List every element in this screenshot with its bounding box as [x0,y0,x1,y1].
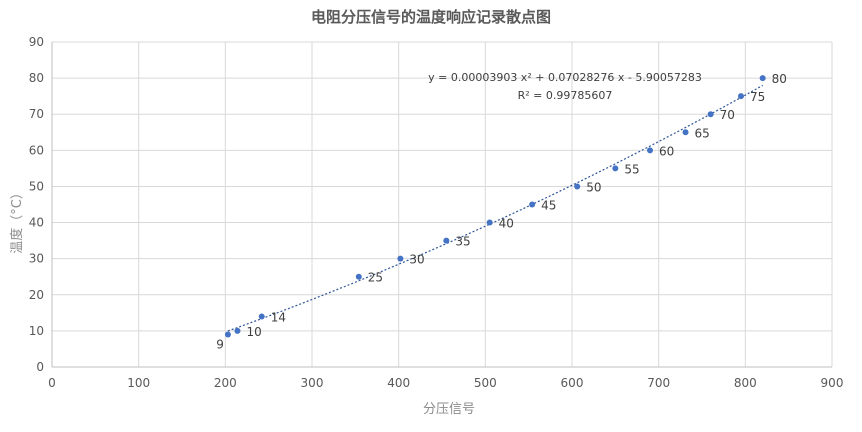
data-point [529,201,536,208]
trendline-equation: y = 0.00003903 x² + 0.07028276 x - 5.900… [428,71,702,84]
x-tick-label: 900 [821,376,844,390]
x-tick-label: 400 [387,376,410,390]
y-tick-label: 20 [29,288,44,302]
x-tick-label: 300 [301,376,324,390]
data-label: 9 [216,338,224,352]
data-point [682,129,689,136]
x-tick-label: 500 [474,376,497,390]
data-label: 50 [586,180,601,194]
data-point [647,147,653,154]
data-label: 30 [409,253,424,267]
y-tick-label: 80 [29,71,44,85]
x-tick-label: 100 [127,376,150,390]
data-point [574,183,581,190]
x-axis-title: 分压信号 [423,402,475,417]
x-tick-label: 700 [647,376,670,390]
data-point [707,111,714,118]
y-tick-label: 50 [29,179,44,193]
data-label: 35 [455,235,470,249]
data-label: 10 [246,325,261,339]
y-tick-label: 60 [29,143,44,157]
x-tick-label: 0 [48,376,56,390]
data-point [486,219,493,226]
y-tick-label: 30 [29,252,44,266]
data-label: 40 [499,217,514,231]
data-label: 65 [695,126,710,140]
chart-title: 电阻分压信号的温度响应记录散点图 [311,8,551,26]
x-tick-label: 600 [561,376,584,390]
data-point [258,313,265,320]
data-point [738,93,744,100]
data-point [443,237,450,244]
data-label: 25 [368,271,383,285]
y-axis-title: 温度（°C） [9,186,25,254]
data-point [397,255,404,262]
trendline-group [227,84,763,332]
gridlines [52,41,833,367]
data-label: 75 [750,90,765,104]
data-point [612,165,619,172]
data-label: 70 [720,108,735,122]
trendline [227,84,763,332]
x-tick-label: 200 [214,376,237,390]
trendline-r-squared: R² = 0.99785607 [518,89,613,102]
data-point [224,331,231,338]
data-label: 14 [271,310,286,324]
data-point [234,327,241,334]
x-tick-label: 800 [734,376,757,390]
y-tick-label: 0 [36,360,44,374]
y-tick-label: 10 [29,324,44,338]
data-point [355,273,362,280]
data-points [224,75,766,338]
y-tick-label: 90 [29,35,44,49]
data-label: 80 [772,72,787,86]
data-label: 55 [624,162,639,176]
y-tick-label: 40 [29,216,44,230]
y-tick-label: 70 [29,107,44,121]
data-label: 45 [541,199,556,213]
data-point [759,75,766,82]
data-label: 60 [659,144,674,158]
data-labels: 9 10 14 25 30 35 40 45 50 55 60 65 70 75 80 [216,72,787,351]
